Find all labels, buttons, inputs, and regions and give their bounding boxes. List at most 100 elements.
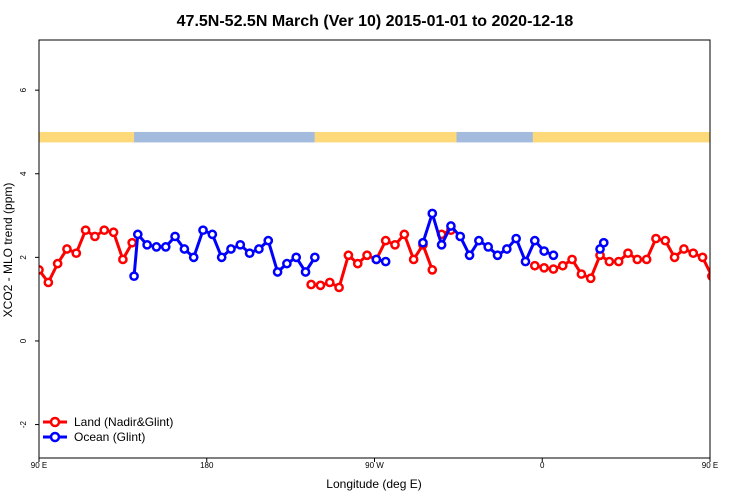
series-0-point-15: [343, 250, 354, 261]
series-0-point-46: [707, 271, 710, 281]
series-1: [129, 208, 609, 282]
series-1-point-10: [216, 252, 227, 263]
series-0-point-14: [334, 282, 344, 293]
y-tick-label-0: -2: [19, 420, 28, 428]
surface-type-strip: [39, 131, 750, 143]
legend: Land (Nadir&Glint) Ocean (Glint): [43, 415, 173, 444]
series-1-point-39: [598, 237, 609, 248]
series-1-point-14: [254, 244, 264, 254]
x-tick-label-3: 0: [540, 461, 545, 470]
series-1-point-36: [539, 246, 549, 256]
series-1-point-8: [198, 225, 208, 236]
series-0-point-49: [736, 260, 743, 267]
series-0-point-21: [399, 229, 410, 240]
series-0-point-40: [651, 233, 661, 244]
series-1-point-6: [179, 244, 190, 254]
series-1-point-24: [427, 208, 438, 219]
legend-entry-land: Land (Nadir&Glint): [43, 415, 173, 429]
x-tick-label-2: 90 W: [365, 461, 384, 470]
series-0-point-2: [52, 258, 63, 269]
series-1-point-15: [263, 235, 274, 246]
series-1-point-33: [511, 233, 522, 244]
series-1-point-17: [282, 258, 292, 269]
series-0-point-7: [99, 225, 110, 236]
series-1-point-32: [501, 244, 512, 254]
series-0: [39, 225, 750, 293]
series-0-point-43: [679, 244, 689, 254]
series-1-point-20: [310, 252, 320, 263]
legend-ocean-marker: [49, 431, 61, 443]
series-0-point-1: [43, 277, 54, 288]
y-tick-label-4: 6: [19, 87, 28, 92]
series-0-point-35: [604, 256, 615, 267]
chart-title: 47.5N-52.5N March (Ver 10) 2015-01-01 to…: [177, 13, 574, 30]
series-0-point-36: [613, 256, 624, 267]
series-1-point-37: [548, 250, 559, 261]
series-0-point-50: [746, 245, 750, 252]
y-tick-label-3: 4: [19, 171, 28, 176]
series-0-point-13: [324, 277, 335, 288]
series-1-point-26: [446, 221, 456, 231]
series-0-point-11: [306, 279, 316, 290]
series-1-point-2: [142, 239, 152, 250]
series-0-point-33: [585, 273, 596, 284]
series-0-point-8: [108, 227, 119, 238]
series-0-point-39: [641, 254, 652, 265]
y-tick-label-2: 2: [19, 255, 28, 260]
series-1-point-3: [151, 242, 162, 252]
series-1-point-13: [244, 248, 255, 259]
x-axis-ticks: 90 E 180 90 W 0 90 E: [31, 458, 718, 470]
series-0-point-28: [539, 262, 549, 273]
series-1-point-18: [291, 252, 302, 263]
series-1-line-0: [132, 228, 317, 277]
series-0-point-48: [727, 279, 734, 286]
series-0-point-20: [390, 239, 400, 250]
legend-land-label: Land (Nadir&Glint): [74, 415, 173, 429]
series-1-point-35: [529, 235, 540, 246]
x-tick-label-1: 180: [200, 461, 214, 470]
series-0-point-22: [408, 254, 419, 265]
series-0-point-24: [427, 265, 438, 275]
x-axis-label: Longitude (deg E): [326, 477, 421, 491]
series-1-point-1: [132, 229, 143, 240]
series-0-point-27: [529, 260, 540, 271]
series-0-point-12: [315, 280, 326, 291]
series-1-point-12: [235, 239, 246, 250]
x-tick-label-0: 90 E: [31, 461, 47, 470]
legend-ocean-label: Ocean (Glint): [74, 430, 145, 444]
strip-segment-ocean-5: [710, 132, 750, 142]
series-0-point-44: [688, 248, 699, 259]
series-0-point-32: [576, 269, 587, 279]
series-1-point-11: [226, 244, 236, 254]
series-0-point-10: [127, 237, 138, 248]
series-0-line-0: [39, 228, 134, 284]
plot-frame: [38, 39, 711, 459]
x-tick-label-4: 90 E: [702, 461, 718, 470]
strip-segment-land-2: [314, 131, 457, 143]
y-axis-ticks: -2 0 2 4 6: [19, 87, 39, 428]
series-0-line-3: [534, 237, 710, 280]
series-0-point-3: [62, 244, 72, 254]
series-1-point-22: [380, 256, 391, 267]
series-layer: [39, 208, 750, 293]
series-0-point-5: [80, 225, 91, 236]
series-1-point-7: [188, 252, 199, 263]
series-1-point-27: [455, 231, 466, 242]
series-0-point-41: [660, 235, 671, 246]
series-1-point-19: [300, 267, 311, 277]
series-1-point-25: [436, 239, 447, 250]
series-0-point-37: [623, 248, 633, 259]
series-0-point-31: [567, 254, 577, 265]
series-0-point-30: [557, 260, 568, 271]
series-1-point-21: [371, 254, 382, 265]
series-1-point-30: [483, 242, 494, 252]
strip-segment-land-4: [532, 131, 710, 143]
legend-land-marker: [49, 416, 61, 428]
series-0-point-6: [90, 231, 100, 242]
series-0-point-19: [380, 235, 391, 246]
series-0-point-16: [352, 258, 363, 269]
series-1-point-34: [520, 256, 531, 267]
strip-segment-land-0: [39, 131, 135, 143]
series-1-point-0: [129, 271, 139, 282]
series-0-point-4: [71, 248, 82, 259]
